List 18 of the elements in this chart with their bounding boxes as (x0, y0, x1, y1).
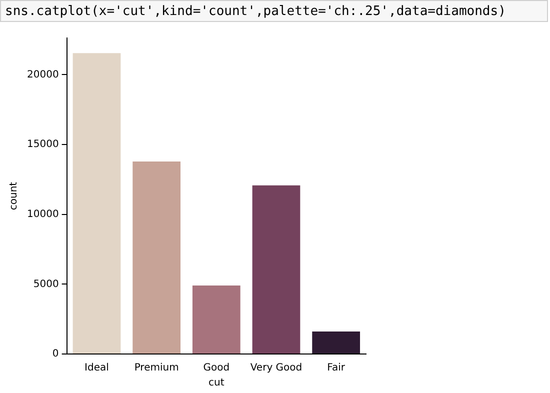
x-tick-label: Premium (134, 362, 179, 374)
y-axis-title: count (8, 182, 20, 210)
bar (252, 185, 300, 354)
x-axis-title: cut (208, 378, 224, 389)
y-tick-label: 20000 (27, 69, 59, 80)
x-tick-label: Very Good (250, 362, 302, 374)
bar (312, 332, 360, 354)
y-tick-label: 5000 (33, 278, 59, 290)
bar (132, 161, 181, 354)
y-tick-label: 15000 (27, 139, 59, 150)
x-tick-label: Fair (327, 362, 346, 374)
text: sns.catplot(x='cut',kind='count',palette='ch:.25',data=diamonds) (0, 0, 548, 22)
y-tick-label: 0 (52, 348, 59, 360)
x-tick-label: Good (203, 362, 230, 374)
bar (192, 285, 240, 354)
y-tick-label: 10000 (27, 208, 59, 220)
x-tick-label: Ideal (84, 362, 109, 374)
bar (72, 53, 121, 354)
